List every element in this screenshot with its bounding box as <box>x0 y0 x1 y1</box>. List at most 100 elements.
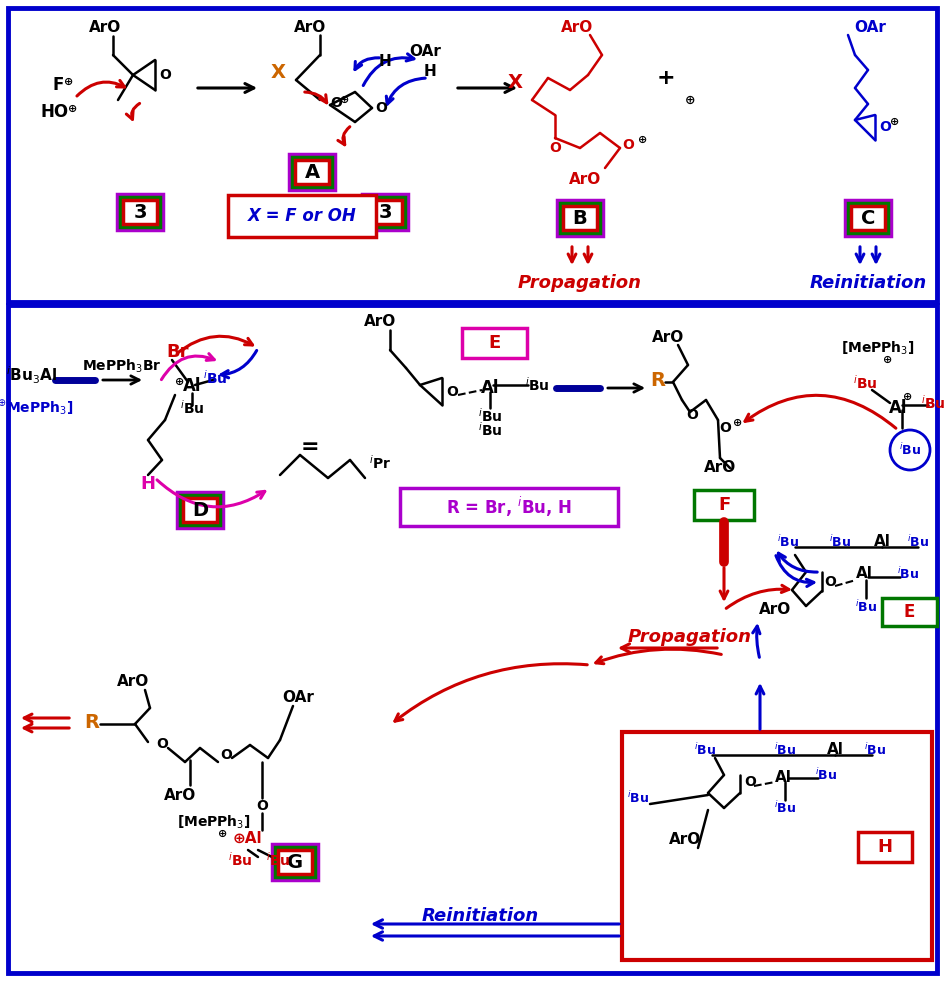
Text: E: E <box>487 334 499 352</box>
Text: $^i$Bu: $^i$Bu <box>203 369 228 387</box>
Text: Reinitiation: Reinitiation <box>421 907 538 925</box>
FancyBboxPatch shape <box>177 492 223 528</box>
Text: ⊕: ⊕ <box>218 829 228 839</box>
Text: ArO: ArO <box>561 21 593 35</box>
Text: ArO: ArO <box>89 21 121 35</box>
Text: R: R <box>84 712 99 732</box>
FancyBboxPatch shape <box>275 847 314 877</box>
FancyBboxPatch shape <box>399 488 617 526</box>
Text: F: F <box>717 496 730 514</box>
FancyBboxPatch shape <box>851 206 885 230</box>
FancyBboxPatch shape <box>289 154 334 190</box>
FancyBboxPatch shape <box>857 832 911 862</box>
Text: $^i$Bu: $^i$Bu <box>906 534 928 550</box>
FancyBboxPatch shape <box>117 194 162 230</box>
Text: Reinitiation: Reinitiation <box>808 274 926 292</box>
Text: $^i$Bu: $^i$Bu <box>851 374 876 392</box>
Text: ArO: ArO <box>568 173 600 187</box>
Text: O: O <box>878 120 890 134</box>
Text: ArO: ArO <box>163 788 196 802</box>
Text: H: H <box>423 65 436 79</box>
FancyBboxPatch shape <box>364 197 405 227</box>
Text: E: E <box>902 603 914 621</box>
Text: Al: Al <box>480 379 498 397</box>
Text: OAr: OAr <box>281 691 313 705</box>
Text: $^i$Bu: $^i$Bu <box>524 376 548 394</box>
Text: R: R <box>649 371 665 389</box>
FancyBboxPatch shape <box>462 328 527 358</box>
Text: Br: Br <box>166 343 189 361</box>
Text: F: F <box>52 76 63 94</box>
Text: $^i$Bu: $^i$Bu <box>898 442 920 458</box>
Text: ⊕: ⊕ <box>902 392 912 402</box>
Text: H: H <box>379 55 391 70</box>
Text: X = F or OH: X = F or OH <box>247 207 356 225</box>
FancyBboxPatch shape <box>560 203 599 233</box>
Text: $^i$Pr: $^i$Pr <box>368 454 391 472</box>
FancyBboxPatch shape <box>621 732 931 960</box>
Text: ⊕: ⊕ <box>340 95 349 105</box>
Text: $^i$Bu: $^i$Bu <box>478 407 502 425</box>
Text: $^i$Bu: $^i$Bu <box>776 534 799 550</box>
Text: HO: HO <box>41 103 69 121</box>
Text: Al: Al <box>872 535 889 549</box>
Text: X: X <box>507 73 522 91</box>
Text: $^i$Bu: $^i$Bu <box>773 800 795 816</box>
FancyBboxPatch shape <box>8 305 936 973</box>
Text: Propagation: Propagation <box>517 274 641 292</box>
Text: +: + <box>656 68 675 88</box>
Text: $^i$Bu: $^i$Bu <box>863 742 885 758</box>
Text: ⊕: ⊕ <box>176 377 184 387</box>
Text: D: D <box>192 500 208 520</box>
FancyBboxPatch shape <box>272 844 318 880</box>
FancyBboxPatch shape <box>278 850 312 874</box>
Text: ⊕: ⊕ <box>733 418 742 428</box>
FancyBboxPatch shape <box>8 8 936 302</box>
FancyBboxPatch shape <box>295 160 329 184</box>
Text: [MePPh$_3$]: [MePPh$_3$] <box>840 339 914 357</box>
Text: O: O <box>375 101 386 115</box>
Text: O: O <box>718 421 730 435</box>
Text: ⊕: ⊕ <box>68 104 77 114</box>
Text: 3: 3 <box>378 202 392 222</box>
Text: ⊕: ⊕ <box>883 355 892 365</box>
Text: O: O <box>823 575 835 589</box>
Text: B: B <box>572 209 587 228</box>
Text: O: O <box>220 748 231 762</box>
Text: Al: Al <box>854 566 871 582</box>
Text: O: O <box>685 408 698 422</box>
Text: O: O <box>548 141 561 155</box>
Text: ArO: ArO <box>117 675 149 690</box>
Text: O: O <box>159 68 171 82</box>
Text: $^i$Bu: $^i$Bu <box>773 742 795 758</box>
Text: ArO: ArO <box>758 602 790 617</box>
Text: $^i$Bu: $^i$Bu <box>228 852 252 869</box>
Text: ArO: ArO <box>668 833 700 848</box>
Text: Al: Al <box>887 399 906 417</box>
FancyBboxPatch shape <box>228 195 376 237</box>
Text: ⊕: ⊕ <box>684 93 695 107</box>
Text: A: A <box>304 163 319 181</box>
Text: $^i$Bu: $^i$Bu <box>828 534 851 550</box>
Text: $^i$Bu: $^i$Bu <box>896 566 919 582</box>
FancyBboxPatch shape <box>362 194 408 230</box>
FancyBboxPatch shape <box>120 197 160 227</box>
Text: MePPh$_3$Br: MePPh$_3$Br <box>82 357 161 375</box>
Text: $^i$Bu: $^i$Bu <box>854 599 876 615</box>
FancyBboxPatch shape <box>844 200 890 236</box>
Text: $^i$Bu: $^i$Bu <box>626 790 649 806</box>
FancyBboxPatch shape <box>123 200 157 224</box>
Text: =: = <box>300 437 319 457</box>
Text: ArO: ArO <box>363 315 396 330</box>
Text: $^i$Bu: $^i$Bu <box>179 399 204 417</box>
Text: ⊕Al: ⊕Al <box>232 831 261 846</box>
Text: G: G <box>287 852 303 871</box>
Text: $^i$Bu: $^i$Bu <box>265 852 290 869</box>
FancyBboxPatch shape <box>367 200 401 224</box>
FancyBboxPatch shape <box>292 157 331 187</box>
Text: O: O <box>621 138 633 152</box>
Text: ArO: ArO <box>294 21 326 35</box>
Text: ⊕: ⊕ <box>637 135 647 145</box>
Text: C: C <box>860 209 874 228</box>
Text: Al: Al <box>182 377 201 395</box>
